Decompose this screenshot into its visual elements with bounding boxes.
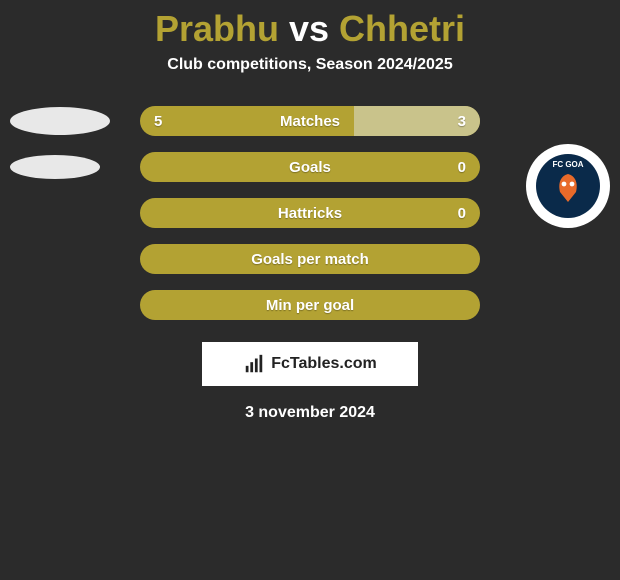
stat-label: Matches [280, 113, 340, 130]
club-logo-left [10, 107, 110, 135]
stat-row: Goals per match [0, 236, 620, 282]
stat-row: 0 Hattricks [0, 190, 620, 236]
stat-bar: 0 Goals [140, 152, 480, 182]
stat-bar: 0 Hattricks [140, 198, 480, 228]
stat-label: Goals [289, 159, 331, 176]
stat-row: FC GOA 0 Goals [0, 144, 620, 190]
stat-bar: 5 3 Matches [140, 106, 480, 136]
stat-label: Goals per match [251, 251, 369, 268]
chart-icon [243, 353, 265, 375]
stat-label: Min per goal [266, 297, 354, 314]
stat-bar: Goals per match [140, 244, 480, 274]
stat-value-right: 0 [458, 159, 466, 176]
stat-value-right: 3 [458, 113, 466, 130]
subtitle: Club competitions, Season 2024/2025 [0, 56, 620, 74]
date-text: 3 november 2024 [0, 404, 620, 422]
branding-badge: FcTables.com [202, 342, 418, 386]
stat-value-right: 0 [458, 205, 466, 222]
stat-label: Hattricks [278, 205, 342, 222]
page-title: Prabhu vs Chhetri [0, 0, 620, 50]
comparison-rows: 5 3 Matches FC GOA 0 Goals 0 Hattricks Goals per… [0, 98, 620, 328]
ellipse-icon [10, 107, 110, 135]
fcgoa-text: FC GOA [552, 160, 583, 169]
ellipse-icon [10, 155, 100, 179]
club-logo-left [10, 155, 100, 179]
title-left: Prabhu [155, 8, 279, 49]
branding-text: FcTables.com [271, 355, 377, 373]
title-right: Chhetri [339, 8, 465, 49]
stat-value-left: 5 [154, 113, 162, 130]
stat-row: 5 3 Matches [0, 98, 620, 144]
stat-row: Min per goal [0, 282, 620, 328]
title-vs: vs [289, 8, 329, 49]
stat-bar: Min per goal [140, 290, 480, 320]
